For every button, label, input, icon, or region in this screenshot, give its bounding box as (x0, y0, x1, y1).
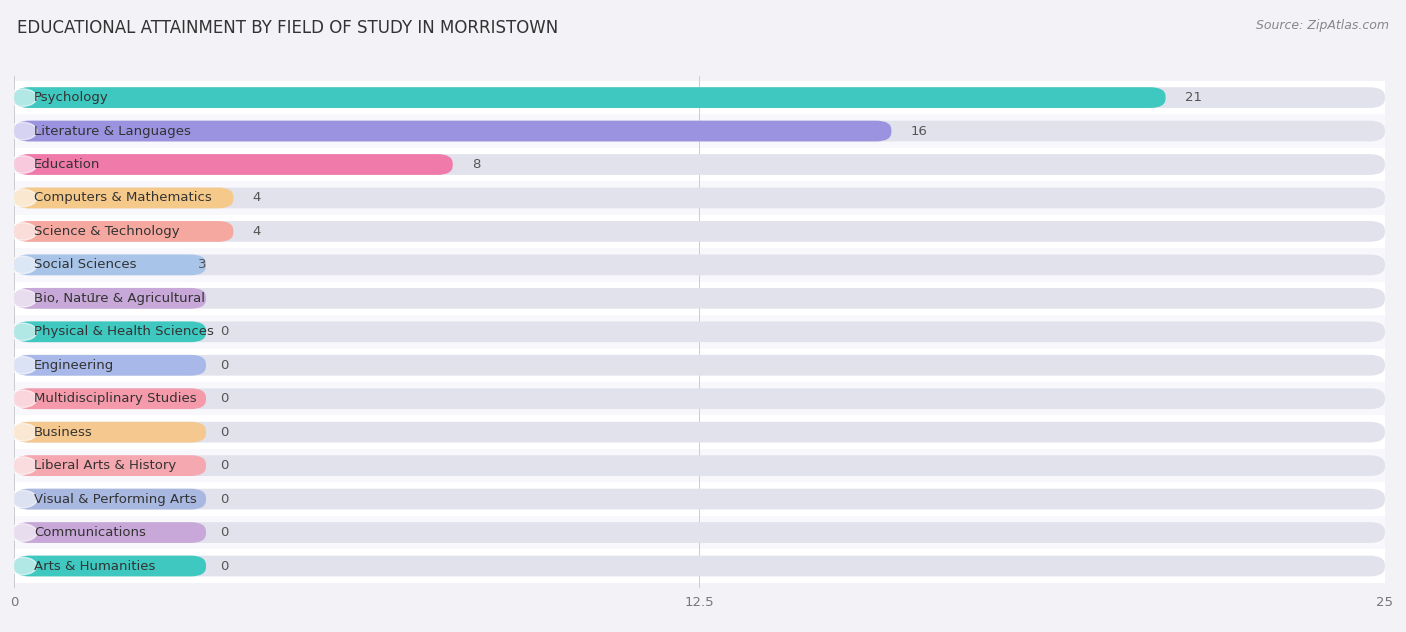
FancyBboxPatch shape (14, 388, 207, 409)
Text: Psychology: Psychology (34, 91, 108, 104)
Bar (14, 81, 1385, 114)
Bar (14, 315, 1385, 348)
Bar (14, 382, 1385, 415)
Circle shape (8, 156, 37, 173)
FancyBboxPatch shape (14, 221, 1385, 242)
Circle shape (8, 390, 37, 408)
Text: 16: 16 (911, 125, 928, 138)
FancyBboxPatch shape (14, 121, 891, 142)
FancyBboxPatch shape (14, 522, 207, 543)
Text: Bio, Nature & Agricultural: Bio, Nature & Agricultural (34, 292, 205, 305)
Circle shape (8, 490, 37, 507)
Text: 0: 0 (219, 359, 228, 372)
Circle shape (8, 423, 37, 441)
Text: Computers & Mathematics: Computers & Mathematics (34, 191, 212, 205)
Text: 3: 3 (198, 258, 207, 271)
FancyBboxPatch shape (14, 121, 1385, 142)
Text: Communications: Communications (34, 526, 146, 539)
Circle shape (8, 222, 37, 240)
FancyBboxPatch shape (14, 388, 1385, 409)
Text: Education: Education (34, 158, 100, 171)
Bar (14, 248, 1385, 282)
FancyBboxPatch shape (14, 188, 1385, 209)
Text: 0: 0 (219, 459, 228, 472)
FancyBboxPatch shape (14, 188, 233, 209)
Text: 0: 0 (219, 392, 228, 405)
Bar (14, 415, 1385, 449)
Text: Visual & Performing Arts: Visual & Performing Arts (34, 492, 197, 506)
FancyBboxPatch shape (14, 489, 1385, 509)
Text: 21: 21 (1185, 91, 1202, 104)
Text: Liberal Arts & History: Liberal Arts & History (34, 459, 176, 472)
Text: 4: 4 (253, 191, 262, 205)
FancyBboxPatch shape (14, 255, 207, 276)
Circle shape (8, 123, 37, 140)
FancyBboxPatch shape (14, 87, 1385, 108)
FancyBboxPatch shape (14, 322, 207, 342)
Bar (14, 482, 1385, 516)
FancyBboxPatch shape (14, 489, 207, 509)
Text: 0: 0 (219, 492, 228, 506)
Text: 0: 0 (219, 559, 228, 573)
Text: 4: 4 (253, 225, 262, 238)
Text: Source: ZipAtlas.com: Source: ZipAtlas.com (1256, 19, 1389, 32)
Text: Engineering: Engineering (34, 359, 114, 372)
FancyBboxPatch shape (14, 556, 1385, 576)
Text: Social Sciences: Social Sciences (34, 258, 136, 271)
FancyBboxPatch shape (14, 288, 1385, 308)
Bar (14, 114, 1385, 148)
Text: Arts & Humanities: Arts & Humanities (34, 559, 156, 573)
Text: Business: Business (34, 426, 93, 439)
Bar (14, 516, 1385, 549)
FancyBboxPatch shape (14, 522, 1385, 543)
FancyBboxPatch shape (14, 154, 453, 175)
Circle shape (8, 323, 37, 341)
Bar (14, 181, 1385, 215)
Text: Literature & Languages: Literature & Languages (34, 125, 191, 138)
Text: Multidisciplinary Studies: Multidisciplinary Studies (34, 392, 197, 405)
Bar (14, 148, 1385, 181)
Circle shape (8, 256, 37, 274)
Text: 0: 0 (219, 325, 228, 338)
Text: Physical & Health Sciences: Physical & Health Sciences (34, 325, 214, 338)
Text: 0: 0 (219, 526, 228, 539)
Circle shape (8, 89, 37, 106)
FancyBboxPatch shape (14, 455, 207, 476)
Circle shape (8, 356, 37, 374)
Bar (14, 449, 1385, 482)
FancyBboxPatch shape (14, 422, 1385, 442)
FancyBboxPatch shape (14, 355, 1385, 375)
Bar (14, 549, 1385, 583)
FancyBboxPatch shape (14, 154, 1385, 175)
FancyBboxPatch shape (14, 87, 1166, 108)
FancyBboxPatch shape (14, 288, 207, 308)
Bar (14, 348, 1385, 382)
FancyBboxPatch shape (14, 422, 207, 442)
Bar (14, 215, 1385, 248)
Circle shape (8, 457, 37, 475)
FancyBboxPatch shape (14, 255, 1385, 276)
FancyBboxPatch shape (14, 322, 1385, 342)
Text: Science & Technology: Science & Technology (34, 225, 180, 238)
Circle shape (8, 289, 37, 307)
FancyBboxPatch shape (14, 455, 1385, 476)
FancyBboxPatch shape (14, 221, 233, 242)
Bar (14, 282, 1385, 315)
Circle shape (8, 557, 37, 574)
Text: 1: 1 (89, 292, 97, 305)
Circle shape (8, 189, 37, 207)
Text: 8: 8 (472, 158, 481, 171)
FancyBboxPatch shape (14, 556, 207, 576)
Circle shape (8, 524, 37, 541)
Text: EDUCATIONAL ATTAINMENT BY FIELD OF STUDY IN MORRISTOWN: EDUCATIONAL ATTAINMENT BY FIELD OF STUDY… (17, 19, 558, 37)
FancyBboxPatch shape (14, 355, 207, 375)
Text: 0: 0 (219, 426, 228, 439)
